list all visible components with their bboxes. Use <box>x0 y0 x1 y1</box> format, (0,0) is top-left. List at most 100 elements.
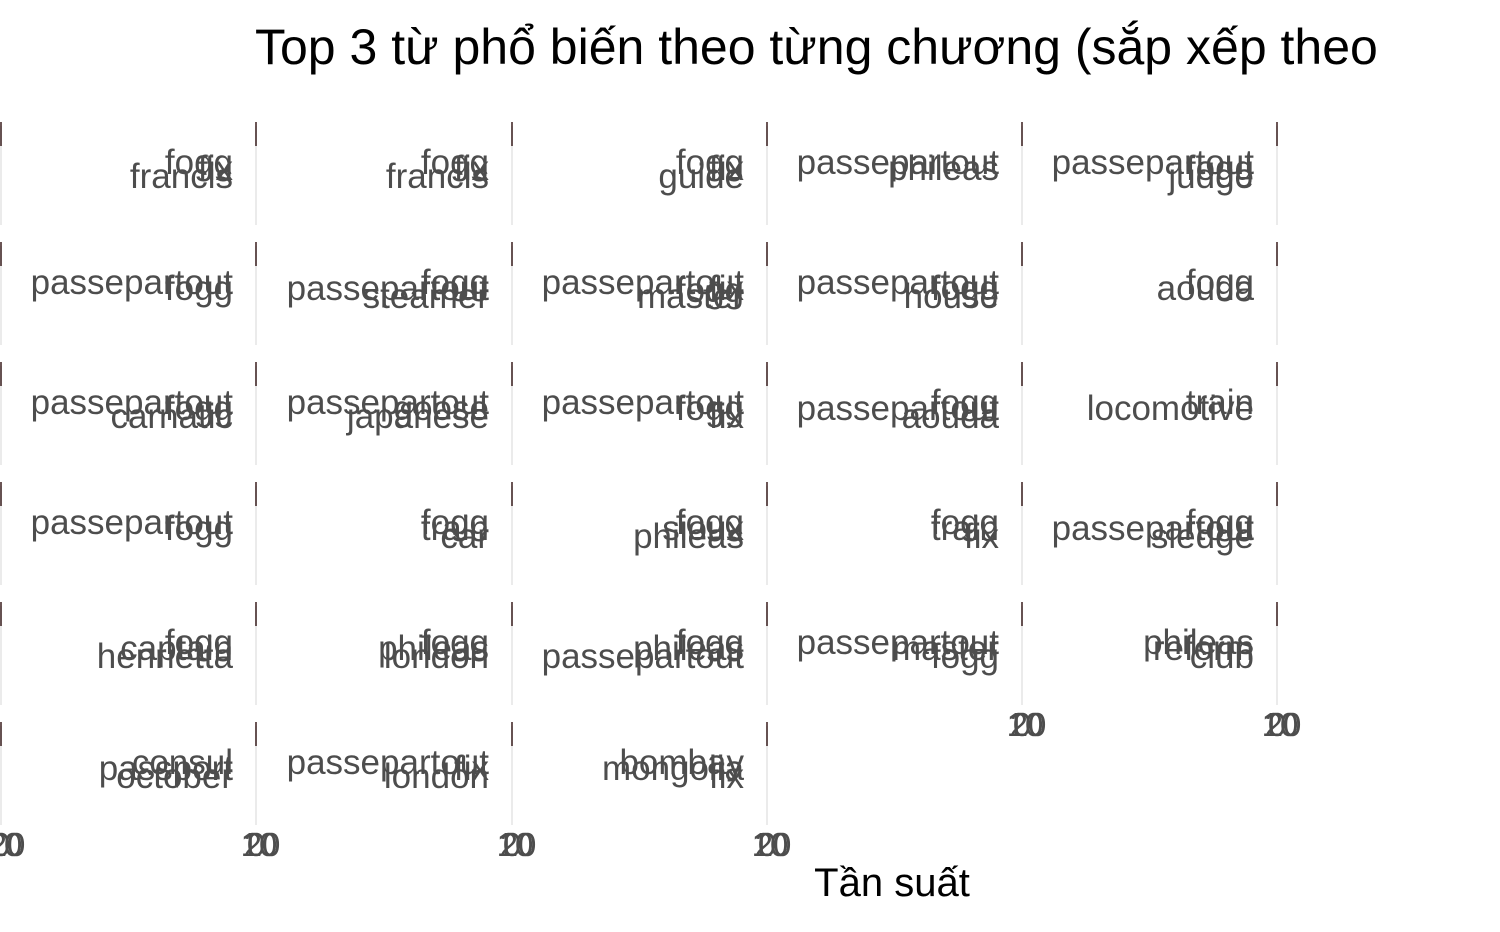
y-tick-label: passepartout <box>797 389 1000 428</box>
y-tick-label: fix <box>709 757 745 796</box>
y-tick-label: london <box>384 757 489 796</box>
x-tick-label: 10 <box>0 826 22 863</box>
x-tick-label: 20 <box>1265 706 1302 743</box>
y-tick-label: japanese <box>346 397 489 436</box>
y-tick-label: fogg <box>1186 263 1254 302</box>
y-tick-label: fogg <box>676 503 744 542</box>
y-tick-label: fogg <box>165 623 233 662</box>
y-tick-label: goose <box>394 389 489 428</box>
y-tick-label: phileas <box>633 629 744 668</box>
x-tick-label: 10 <box>497 826 534 863</box>
y-tick-label: passepartout <box>1052 509 1255 548</box>
y-tick-label: locomotive <box>1087 389 1254 428</box>
x-tick-label: 20 <box>1010 706 1047 743</box>
y-tick-label: house <box>904 277 999 316</box>
y-tick-label: fix <box>454 149 490 188</box>
x-tick-label: 20 <box>0 826 25 863</box>
facet-panel: passepartoutmormontrain <box>0 482 2 585</box>
y-tick-label: train <box>421 509 489 548</box>
x-tick-label: 0 <box>758 826 776 863</box>
y-tick-label: passepartout <box>797 623 1000 662</box>
y-tick-label: master <box>637 277 744 316</box>
x-tick-label: 20 <box>500 826 537 863</box>
y-tick-label: reform <box>1153 629 1254 668</box>
x-tick-label: 0 <box>1013 706 1031 743</box>
y-tick-label: passepartout <box>287 743 490 782</box>
facet-panels: bombayfoggindiafoggfixfrancisfoggfixfran… <box>0 122 1302 863</box>
y-tick-label: passepartout <box>31 383 234 422</box>
y-tick-label: passepartout <box>1052 143 1255 182</box>
y-tick-label: fogg <box>931 383 999 422</box>
y-tick-label: fogg <box>165 509 233 548</box>
y-tick-label: steamer <box>363 277 490 316</box>
y-tick-label: passepartout <box>287 269 490 308</box>
y-tick-label: club <box>1190 637 1254 676</box>
facet-panel: foggtankadere <box>0 362 2 465</box>
y-tick-label: phileas <box>1143 623 1254 662</box>
y-tick-label: phileas <box>888 149 999 188</box>
y-tick-label: fogg <box>676 143 744 182</box>
y-tick-label: passepartout <box>542 383 745 422</box>
y-tick-label: fogg <box>931 269 999 308</box>
y-tick-label: fix <box>964 517 1000 556</box>
x-tick-label: 0 <box>0 826 10 863</box>
facet-panel: phileasfoggcaptain <box>0 602 2 705</box>
x-axis-label: Tần suất <box>814 861 970 905</box>
y-tick-label: fix <box>454 749 490 788</box>
x-tick-label: 10 <box>1007 706 1044 743</box>
y-tick-label: sledge <box>1151 517 1254 556</box>
y-tick-label: judge <box>1167 157 1254 196</box>
y-tick-label: phileas <box>378 629 489 668</box>
y-tick-label: fogg <box>421 143 489 182</box>
facet-panel: bombayfoggindia <box>0 122 2 225</box>
y-tick-label: master <box>892 629 999 668</box>
y-tick-label: fogg <box>931 637 999 676</box>
y-tick-label: bombay <box>619 743 744 782</box>
y-tick-label: francis <box>386 157 489 196</box>
y-tick-label: passepartout <box>542 637 745 676</box>
y-tick-label: fix <box>709 397 745 436</box>
y-tick-label: sioux <box>662 509 744 548</box>
x-tick-label: 20 <box>755 826 792 863</box>
y-tick-label: mongolia <box>602 749 745 788</box>
y-tick-label: fogg <box>421 503 489 542</box>
x-tick-label: 0 <box>1268 706 1286 743</box>
y-tick-label: train <box>1186 383 1254 422</box>
y-tick-label: henrietta <box>97 637 234 676</box>
y-tick-label: phileas <box>633 517 744 556</box>
y-tick-label: october <box>116 757 233 796</box>
y-tick-label: fogg <box>676 389 744 428</box>
x-tick-label: 10 <box>241 826 278 863</box>
y-tick-label: guide <box>658 157 744 196</box>
y-tick-label: fogg <box>165 269 233 308</box>
y-tick-label: passepartout <box>31 503 234 542</box>
y-tick-label: passepartout <box>542 263 745 302</box>
y-tick-label: passepartout <box>287 383 490 422</box>
y-tick-label: fix <box>709 269 745 308</box>
y-tick-label: passepartout <box>797 263 1000 302</box>
y-tick-label: fogg <box>1186 149 1254 188</box>
y-tick-label: aouda <box>1157 269 1255 308</box>
x-tick-label: 10 <box>1262 706 1299 743</box>
y-tick-label: fogg <box>421 623 489 662</box>
y-tick-label: fogg <box>676 623 744 662</box>
